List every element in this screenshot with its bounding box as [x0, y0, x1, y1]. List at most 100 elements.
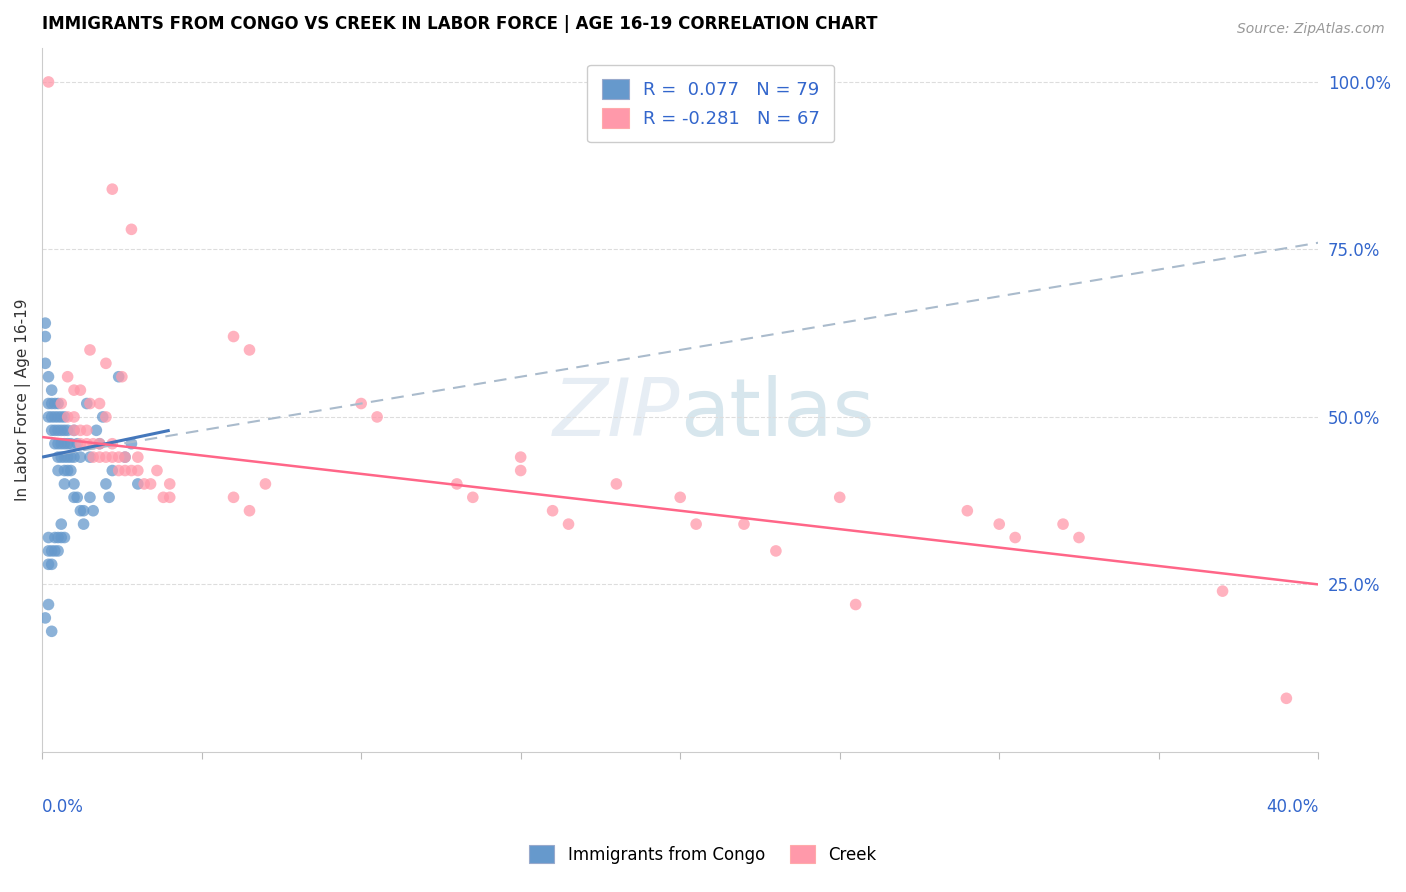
Point	[1067, 531, 1090, 545]
Point	[56, 369, 79, 384]
Point	[34, 356, 56, 370]
Point	[89, 436, 111, 450]
Point	[51, 409, 73, 424]
Point	[41, 544, 63, 558]
Text: 0.0%: 0.0%	[42, 797, 84, 815]
Point	[111, 369, 134, 384]
Point	[94, 450, 117, 464]
Point	[69, 383, 91, 397]
Text: ZIP: ZIP	[553, 376, 681, 453]
Text: atlas: atlas	[681, 376, 875, 453]
Point	[37, 531, 59, 545]
Point	[53, 409, 76, 424]
Point	[44, 436, 66, 450]
Point	[51, 450, 73, 464]
Point	[254, 477, 277, 491]
Point	[956, 504, 979, 518]
Point	[63, 491, 86, 505]
Point	[41, 396, 63, 410]
Point	[63, 450, 86, 464]
Point	[41, 409, 63, 424]
Point	[828, 491, 851, 505]
Point	[63, 383, 86, 397]
Point	[69, 436, 91, 450]
Point	[44, 409, 66, 424]
Text: IMMIGRANTS FROM CONGO VS CREEK IN LABOR FORCE | AGE 16-19 CORRELATION CHART: IMMIGRANTS FROM CONGO VS CREEK IN LABOR …	[42, 15, 877, 33]
Point	[79, 491, 101, 505]
Point	[107, 369, 129, 384]
Point	[56, 436, 79, 450]
Point	[37, 544, 59, 558]
Point	[44, 531, 66, 545]
Point	[94, 477, 117, 491]
Point	[101, 463, 124, 477]
Point	[89, 450, 111, 464]
Point	[139, 477, 162, 491]
Point	[120, 463, 142, 477]
Point	[63, 409, 86, 424]
Point	[46, 463, 69, 477]
Point	[46, 436, 69, 450]
Point	[79, 396, 101, 410]
Point	[76, 396, 98, 410]
Point	[988, 517, 1011, 532]
Point	[82, 436, 104, 450]
Point	[86, 423, 108, 437]
Point	[69, 450, 91, 464]
Point	[66, 491, 89, 505]
Point	[366, 409, 388, 424]
Point	[37, 598, 59, 612]
Point	[89, 436, 111, 450]
Point	[114, 463, 136, 477]
Point	[46, 450, 69, 464]
Point	[56, 450, 79, 464]
Point	[91, 409, 114, 424]
Point	[79, 343, 101, 357]
Point	[101, 450, 124, 464]
Point	[509, 463, 531, 477]
Point	[46, 396, 69, 410]
Point	[238, 504, 260, 518]
Point	[72, 517, 94, 532]
Point	[37, 75, 59, 89]
Point	[114, 450, 136, 464]
Point	[765, 544, 787, 558]
Point	[44, 423, 66, 437]
Point	[107, 463, 129, 477]
Point	[53, 450, 76, 464]
Point	[69, 504, 91, 518]
Point	[46, 423, 69, 437]
Point	[82, 450, 104, 464]
Point	[53, 463, 76, 477]
Point	[34, 611, 56, 625]
Point	[51, 517, 73, 532]
Point	[51, 396, 73, 410]
Point	[41, 558, 63, 572]
Point	[59, 463, 82, 477]
Point	[509, 450, 531, 464]
Text: 40.0%: 40.0%	[1265, 797, 1319, 815]
Point	[101, 182, 124, 196]
Point	[107, 450, 129, 464]
Point	[1212, 584, 1234, 599]
Point	[53, 531, 76, 545]
Point	[63, 423, 86, 437]
Point	[51, 531, 73, 545]
Point	[114, 450, 136, 464]
Point	[37, 396, 59, 410]
Point	[82, 504, 104, 518]
Point	[76, 436, 98, 450]
Point	[669, 491, 692, 505]
Point	[120, 436, 142, 450]
Point	[46, 409, 69, 424]
Legend: Immigrants from Congo, Creek: Immigrants from Congo, Creek	[523, 838, 883, 871]
Point	[53, 477, 76, 491]
Point	[159, 477, 181, 491]
Text: Source: ZipAtlas.com: Source: ZipAtlas.com	[1237, 22, 1385, 37]
Point	[41, 383, 63, 397]
Point	[46, 531, 69, 545]
Point	[134, 477, 156, 491]
Point	[34, 316, 56, 330]
Point	[56, 423, 79, 437]
Y-axis label: In Labor Force | Age 16-19: In Labor Force | Age 16-19	[15, 299, 31, 501]
